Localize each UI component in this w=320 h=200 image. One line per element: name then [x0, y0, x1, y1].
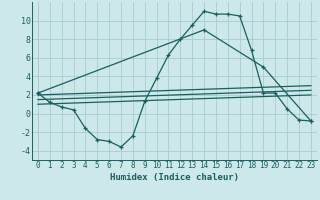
X-axis label: Humidex (Indice chaleur): Humidex (Indice chaleur)	[110, 173, 239, 182]
